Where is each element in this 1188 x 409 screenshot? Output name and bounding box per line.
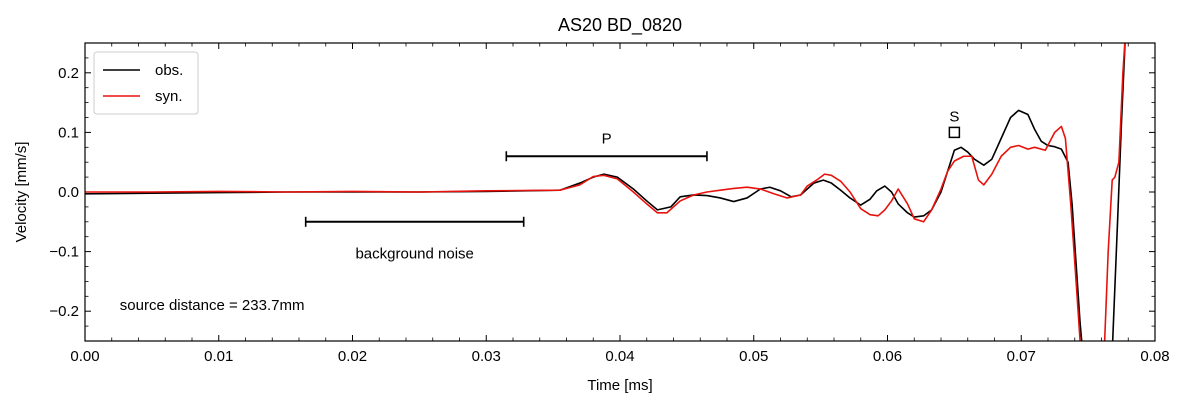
legend-label-syn: syn. xyxy=(155,88,183,105)
x-tick-label: 0.00 xyxy=(70,348,99,365)
series-layer xyxy=(85,43,1126,341)
y-axis-label: Velocity [mm/s] xyxy=(13,142,30,243)
legend: obs. syn. xyxy=(93,51,199,115)
y-tick-label: −0.2 xyxy=(49,303,79,320)
series-line-syn xyxy=(85,43,1126,341)
x-tick-label: 0.03 xyxy=(472,348,501,365)
ticks-layer: 0.00 0.01 0.02 0.03 0.04 0.05 0.06 0.07 0.08 −0.2… xyxy=(49,42,1170,365)
series-line-obs xyxy=(85,43,1126,341)
window-label: background noise xyxy=(355,245,473,262)
x-tick-label: 0.05 xyxy=(739,348,768,365)
y-tick-label: −0.1 xyxy=(49,244,79,261)
x-tick-label: 0.01 xyxy=(204,348,233,365)
plot-frame xyxy=(84,42,1156,342)
window-label: P xyxy=(602,130,612,147)
s-arrival-label: S xyxy=(949,108,959,125)
x-tick-label: 0.04 xyxy=(605,348,634,365)
y-tick-label: 0.2 xyxy=(58,65,79,82)
source-distance-text: source distance = 233.7mm xyxy=(120,297,305,314)
y-tick-label: 0.1 xyxy=(58,124,79,141)
x-axis-label: Time [ms] xyxy=(587,377,652,394)
y-tick-label: 0.0 xyxy=(58,184,79,201)
legend-label-obs: obs. xyxy=(155,62,183,79)
x-tick-label: 0.07 xyxy=(1007,348,1036,365)
x-tick-label: 0.06 xyxy=(873,348,902,365)
legend-box xyxy=(93,51,199,115)
x-tick-label: 0.08 xyxy=(1140,348,1169,365)
s-arrival-marker xyxy=(948,126,961,139)
x-tick-label: 0.02 xyxy=(338,348,367,365)
chart-title: AS20 BD_0820 xyxy=(558,15,682,36)
